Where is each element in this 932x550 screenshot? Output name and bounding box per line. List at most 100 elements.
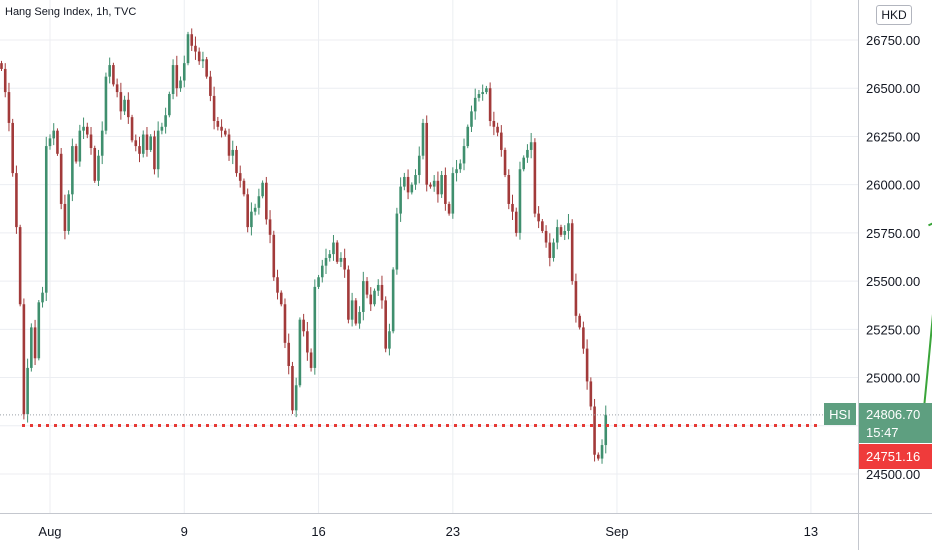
- currency-button[interactable]: HKD: [876, 5, 912, 25]
- candle-body: [123, 99, 126, 112]
- candle-body: [380, 284, 384, 301]
- candle-body: [227, 134, 231, 156]
- candle-body: [197, 51, 201, 62]
- candle-body: [216, 121, 220, 127]
- candle-body: [224, 130, 227, 135]
- candle-body: [265, 182, 268, 220]
- candle-body: [555, 227, 559, 243]
- candle-body: [100, 130, 104, 156]
- candle-body: [235, 149, 238, 174]
- last-price-label: 24806.70: [866, 407, 920, 422]
- candle-body: [313, 286, 317, 368]
- candle-body: [362, 281, 365, 312]
- candle-body: [511, 203, 514, 212]
- candle-body: [347, 269, 350, 320]
- candle-body: [291, 365, 294, 411]
- candle-body: [582, 327, 585, 349]
- candle-body: [112, 65, 115, 85]
- candle-body: [11, 122, 14, 174]
- candle-body: [209, 76, 212, 96]
- candle-body: [533, 142, 537, 214]
- candle-body: [574, 281, 578, 316]
- candle-body: [127, 99, 130, 118]
- candle-body: [41, 292, 44, 303]
- price-tags: HSI 24806.70 15:47 24751.16: [824, 403, 932, 469]
- candle-body: [138, 146, 141, 154]
- candle-body: [287, 342, 291, 366]
- candle-body: [194, 45, 197, 52]
- candle-body: [421, 122, 425, 156]
- candle-body: [470, 111, 473, 127]
- candle-body: [164, 115, 167, 127]
- candle-body: [466, 126, 470, 147]
- candle-body: [115, 84, 119, 93]
- candle-body: [455, 169, 458, 174]
- candle-body: [541, 221, 544, 231]
- candle-body: [56, 130, 59, 154]
- candle-body: [451, 173, 455, 214]
- support-tag-label: 24751.16: [866, 449, 920, 464]
- candle-body: [190, 34, 194, 46]
- candle-body: [63, 203, 67, 231]
- candle-body: [559, 227, 563, 235]
- y-tick-label: 26000.00: [866, 178, 920, 193]
- candle-body: [600, 445, 604, 459]
- candle-body: [570, 223, 574, 282]
- candle-body: [78, 130, 82, 162]
- candle-body: [354, 300, 358, 324]
- candle-body: [153, 136, 156, 170]
- candle-body: [500, 132, 503, 150]
- candle-body: [201, 59, 205, 62]
- forecast-arrow-head: [928, 222, 932, 227]
- candle-body: [492, 121, 496, 127]
- candle-body: [358, 311, 361, 324]
- candle-body: [182, 63, 186, 81]
- symbol-tag-label: HSI: [829, 407, 851, 422]
- candle-body: [160, 126, 164, 131]
- candle-body: [37, 302, 41, 359]
- candle-body: [384, 300, 387, 349]
- candle-body: [507, 175, 511, 204]
- candle-body: [488, 88, 492, 122]
- candle-body: [85, 126, 89, 135]
- candle-body: [369, 294, 373, 305]
- candle-body: [97, 155, 100, 181]
- candle-body: [205, 59, 208, 77]
- candle-body: [298, 319, 302, 386]
- forecast-arrow: [921, 313, 932, 421]
- candle-body: [503, 149, 507, 176]
- y-tick-label: 25000.00: [866, 371, 920, 386]
- candle-body: [306, 331, 309, 353]
- candle-body: [425, 122, 429, 185]
- candle-body: [119, 92, 123, 112]
- candle-body: [410, 184, 414, 193]
- candle-body: [3, 68, 7, 93]
- candle-body: [67, 194, 70, 231]
- candle-body: [15, 173, 18, 228]
- candle-body: [89, 134, 93, 149]
- support-tag: [859, 444, 932, 469]
- candle-body: [104, 76, 108, 131]
- candle-body: [52, 130, 56, 139]
- chart-title: Hang Seng Index, 1h, TVC: [5, 6, 137, 18]
- candle-body: [473, 97, 477, 112]
- candle-body: [350, 300, 354, 320]
- candle-body: [302, 319, 305, 332]
- candle-body: [548, 242, 552, 258]
- candle-body: [283, 304, 287, 343]
- candle-body: [7, 92, 11, 123]
- candle-body: [0, 63, 3, 69]
- candle-body: [212, 95, 216, 122]
- candle-body: [373, 290, 376, 305]
- candle-body: [432, 180, 436, 187]
- candle-body: [395, 213, 399, 270]
- candle-body: [141, 134, 145, 154]
- candle-body: [328, 254, 332, 258]
- candle-body: [447, 203, 451, 214]
- y-tick-label: 26750.00: [866, 33, 920, 48]
- candle-body: [26, 367, 29, 415]
- candle-body: [388, 331, 391, 349]
- candle-body: [537, 213, 540, 222]
- candle-body: [440, 175, 443, 195]
